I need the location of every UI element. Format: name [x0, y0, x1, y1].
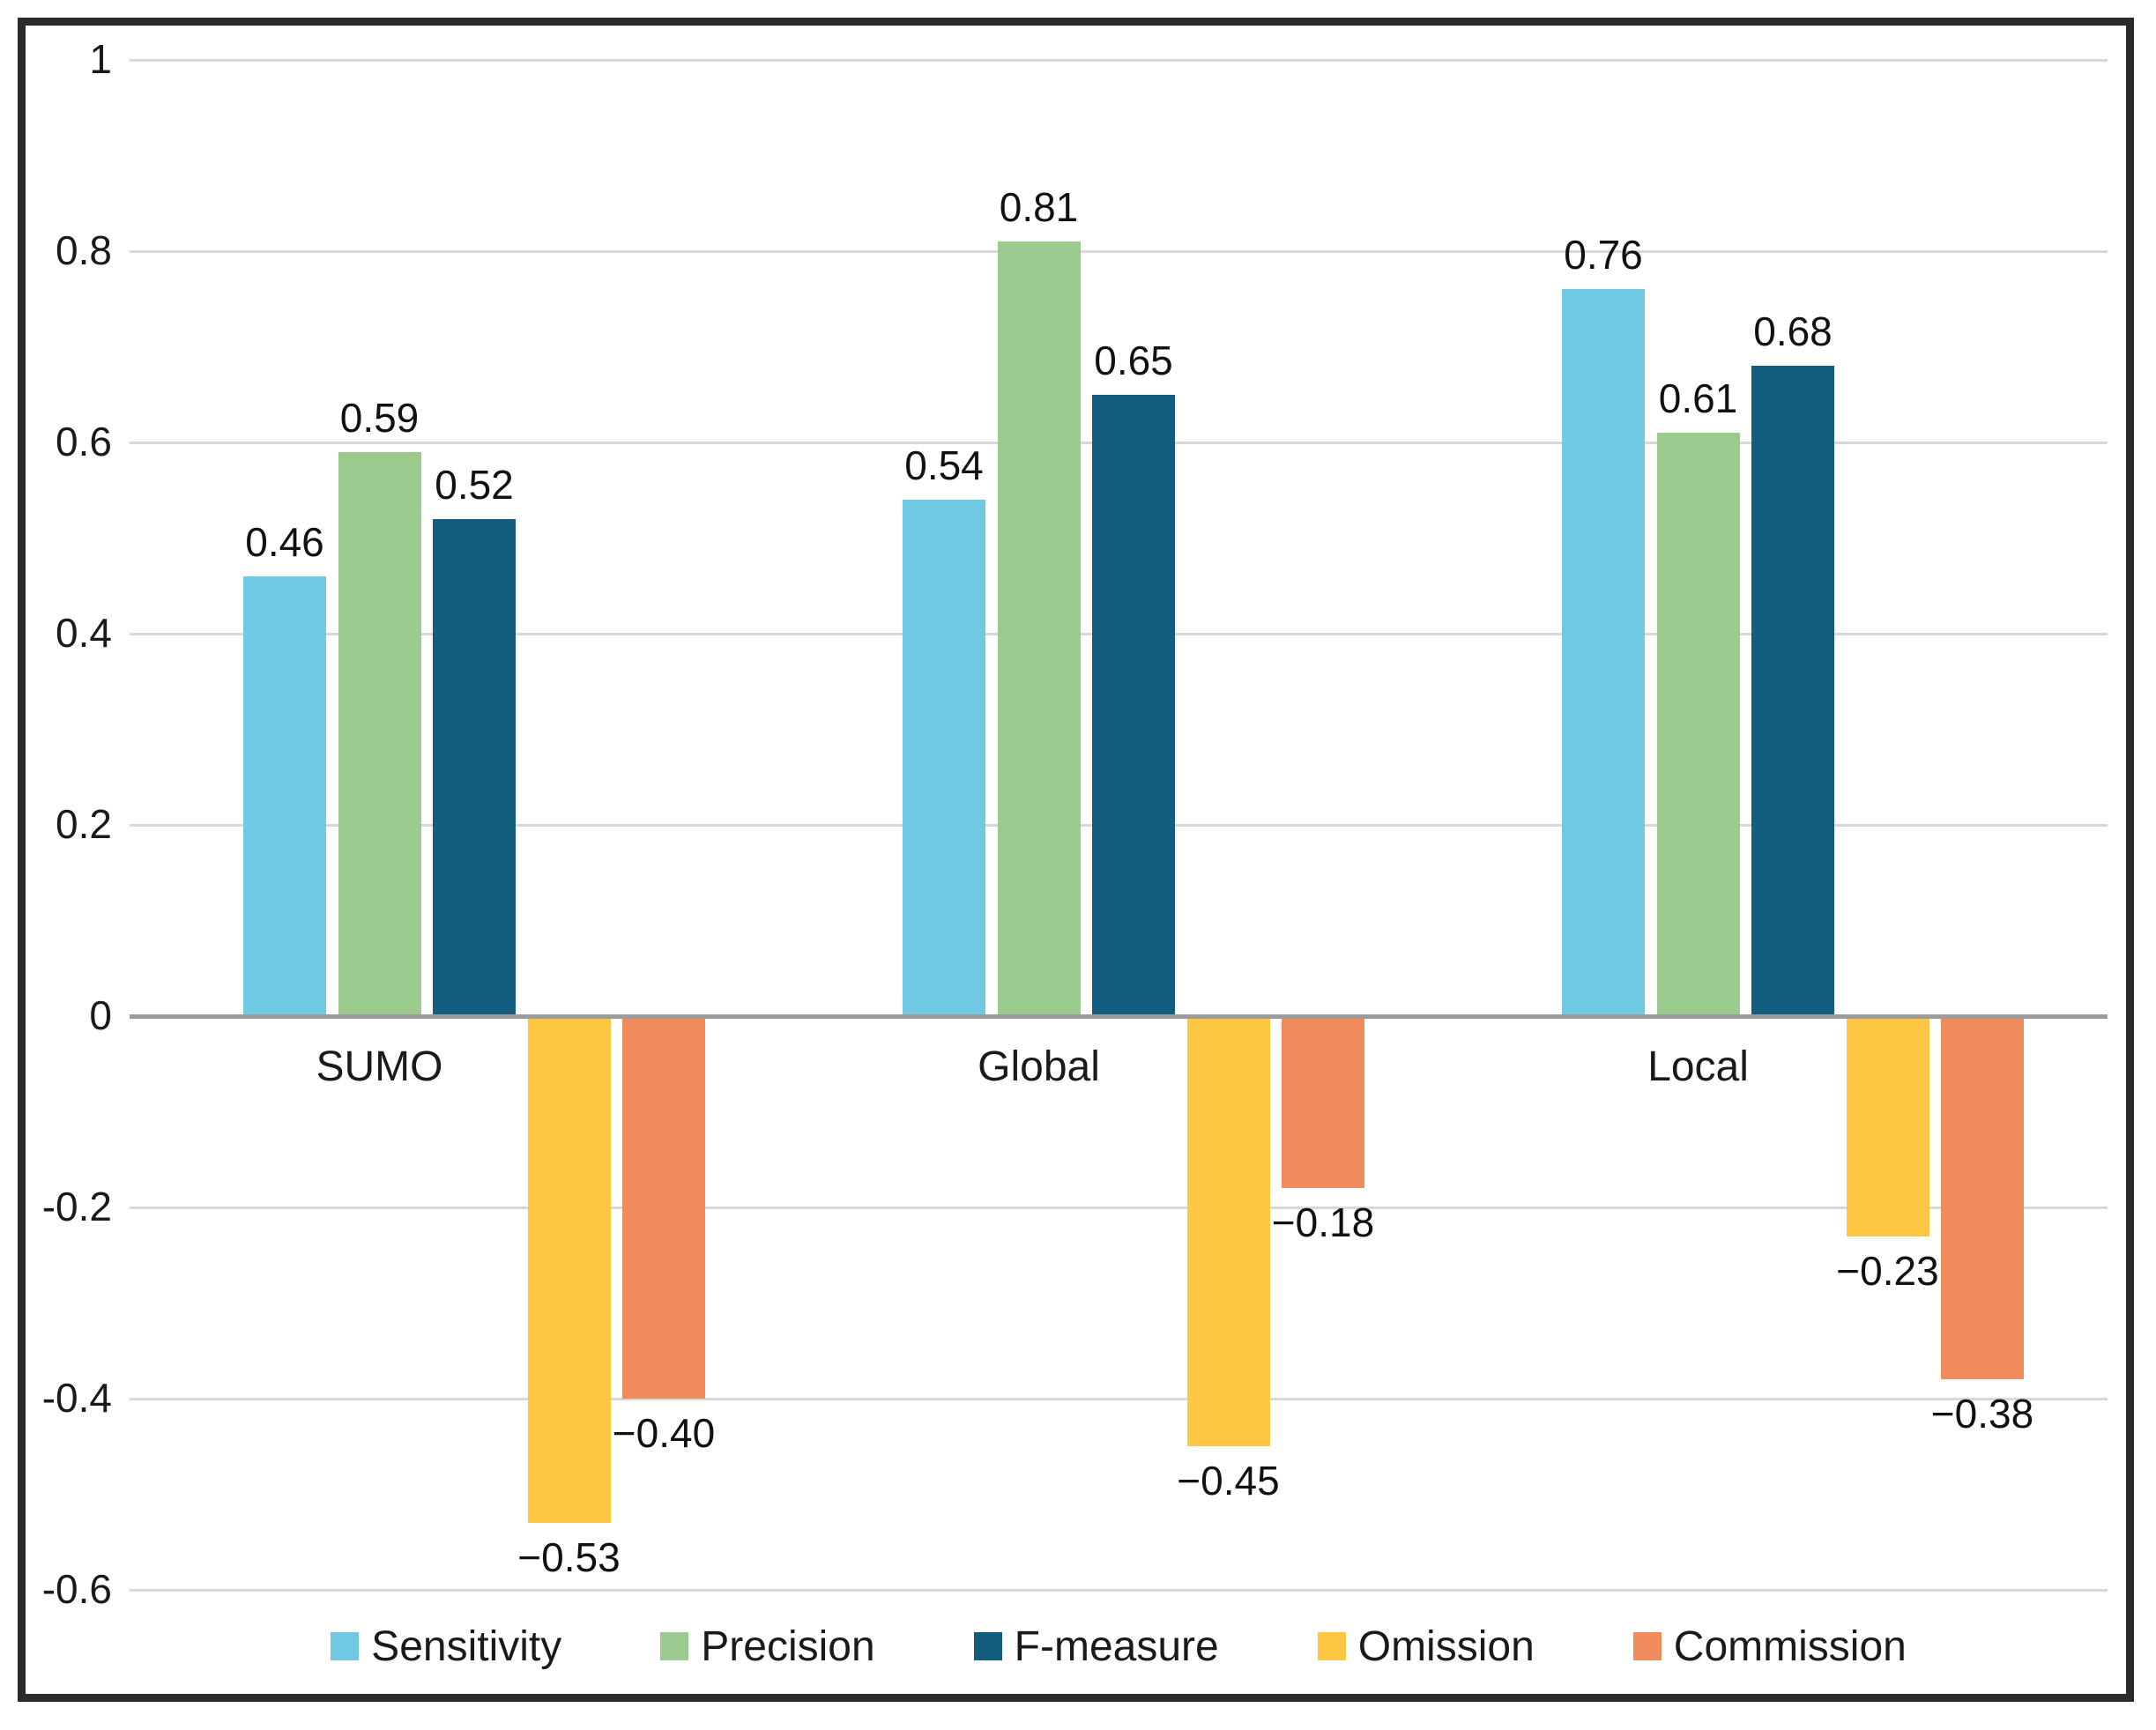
chart-border	[18, 18, 2134, 1702]
value-label: 0.68	[1753, 308, 1833, 355]
y-tick-label: 0.4	[56, 610, 112, 656]
legend-marker-icon	[973, 1632, 1002, 1660]
gridline	[130, 1398, 2108, 1400]
bar-commission-local	[1941, 1016, 2024, 1380]
legend-marker-icon	[331, 1632, 360, 1660]
bar-omission-sumo	[527, 1016, 611, 1524]
category-label-sumo: SUMO	[316, 1043, 443, 1090]
legend-label: F-measure	[1014, 1622, 1219, 1670]
bar-f-measure-local	[1751, 366, 1834, 1016]
y-tick-label: 0.8	[56, 227, 112, 273]
legend-label: Omission	[1357, 1622, 1535, 1670]
chart-legend: Sensitivity Precision F-measure Omission Com…	[130, 1615, 2108, 1678]
value-label: 0.61	[1658, 375, 1738, 422]
bar-sensitivity-local	[1562, 289, 1645, 1016]
value-label: 0.46	[245, 518, 324, 565]
bar-commission-global	[1282, 1016, 1364, 1189]
y-tick-label: 1	[89, 36, 112, 82]
legend-item-commission: Commission	[1632, 1622, 1907, 1671]
bar-omission-local	[1846, 1016, 1929, 1236]
value-label: 0.76	[1564, 232, 1643, 278]
value-label: −0.40	[612, 1410, 716, 1456]
legend-marker-icon	[1317, 1632, 1346, 1660]
bar-f-measure-sumo	[433, 518, 516, 1016]
legend-item-precision: Precision	[660, 1622, 875, 1671]
gridline	[130, 1589, 2108, 1592]
y-tick-label: 0.2	[56, 801, 112, 847]
y-tick-label: -0.2	[41, 1184, 112, 1229]
value-label: −0.45	[1177, 1458, 1280, 1504]
bar-precision-global	[997, 241, 1081, 1016]
value-label: −0.38	[1930, 1391, 2034, 1437]
value-label: 0.59	[339, 394, 420, 441]
zero-axis-line	[130, 1014, 2108, 1019]
value-label: −0.23	[1836, 1247, 1939, 1294]
legend-label: Precision	[701, 1622, 875, 1670]
y-tick-label: 0	[89, 992, 112, 1038]
value-label: −0.18	[1271, 1199, 1375, 1246]
bar-f-measure-global	[1092, 394, 1175, 1016]
legend-item-f-measure: F-measure	[973, 1622, 1219, 1671]
legend-label: Sensitivity	[371, 1622, 562, 1670]
category-label-global: Global	[978, 1043, 1100, 1090]
y-tick-label: -0.6	[41, 1566, 112, 1612]
value-label: 0.54	[904, 442, 984, 489]
bar-sensitivity-global	[903, 500, 985, 1016]
gridline	[130, 59, 2108, 62]
legend-item-omission: Omission	[1317, 1622, 1535, 1671]
value-label: −0.53	[517, 1534, 621, 1581]
bar-omission-global	[1186, 1016, 1270, 1447]
bar-commission-sumo	[622, 1016, 705, 1399]
value-label: 0.52	[435, 461, 514, 508]
gridline	[130, 250, 2108, 253]
y-tick-label: 0.6	[56, 419, 112, 464]
value-label: 0.81	[999, 184, 1079, 231]
bar-precision-sumo	[338, 451, 421, 1016]
gridline	[130, 1207, 2108, 1209]
value-label: 0.65	[1094, 337, 1173, 383]
legend-label: Commission	[1673, 1622, 1907, 1670]
bar-precision-local	[1656, 433, 1740, 1016]
y-tick-label: -0.4	[41, 1375, 112, 1421]
bar-sensitivity-sumo	[243, 575, 326, 1016]
legend-item-sensitivity: Sensitivity	[331, 1622, 561, 1671]
category-label-local: Local	[1647, 1043, 1749, 1090]
legend-marker-icon	[1632, 1632, 1662, 1660]
legend-marker-icon	[660, 1632, 689, 1660]
